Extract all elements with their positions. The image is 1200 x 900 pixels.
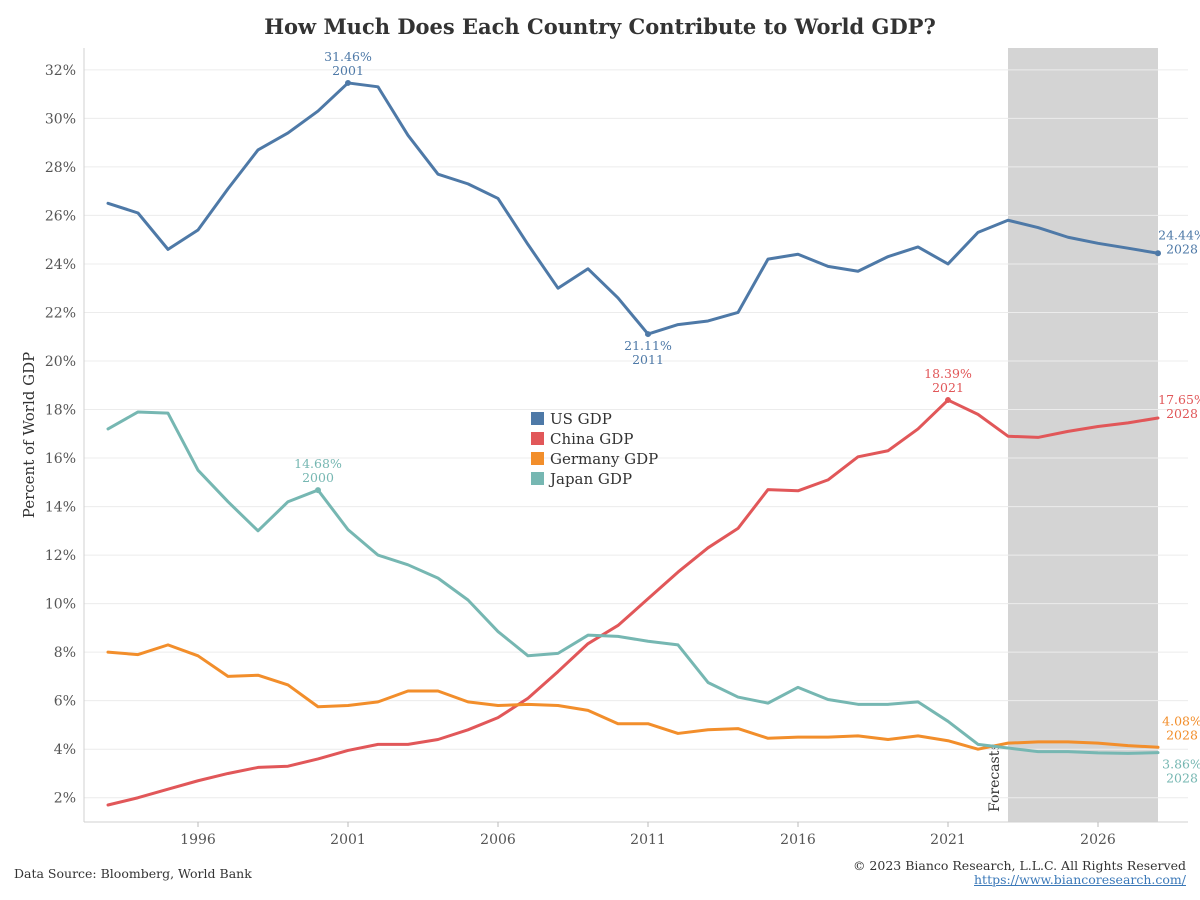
annotation-marker: [1155, 250, 1161, 257]
annotation-value-label: 31.46%: [324, 49, 372, 64]
annotation-year-label: 2011: [632, 352, 664, 367]
series-line-china-gdp: [106, 398, 1160, 807]
y-tick-label: 26%: [45, 208, 76, 224]
y-tick-label: 2%: [54, 791, 76, 807]
legend-swatch-germany-gdp: [531, 452, 544, 465]
annotation-year-label: 2028: [1166, 727, 1198, 742]
annotation-marker: [645, 331, 651, 338]
forecast-band: [1008, 48, 1158, 822]
y-tick-label: 32%: [45, 63, 76, 79]
y-tick-label: 10%: [45, 597, 76, 613]
y-tick-label: 22%: [45, 305, 76, 321]
legend-swatch-japan-gdp: [531, 472, 544, 485]
grid-layer: [84, 69, 1188, 799]
series-line-japan-gdp: [106, 410, 1160, 755]
x-tick-label: 2001: [330, 832, 366, 848]
annotation-year-label: 2001: [332, 63, 364, 78]
annotation-value-label: 21.11%: [624, 338, 672, 353]
data-source-note: Data Source: Bloomberg, World Bank: [14, 866, 252, 881]
annotation-year-label: 2028: [1166, 241, 1198, 256]
y-tick-label: 18%: [45, 403, 76, 419]
legend-swatch-us-gdp: [531, 412, 544, 425]
y-tick-label: 24%: [45, 257, 76, 273]
series-layer: [106, 81, 1160, 807]
legend-swatch-china-gdp: [531, 432, 544, 445]
annotation-value-label: 24.44%: [1158, 227, 1200, 242]
x-tick-label: 2021: [930, 832, 966, 848]
y-tick-label: 16%: [45, 451, 76, 467]
annotation-value-label: 17.65%: [1158, 392, 1200, 407]
y-tick-label: 8%: [54, 645, 76, 661]
y-tick-label: 30%: [45, 111, 76, 127]
y-tick-label: 12%: [45, 548, 76, 564]
x-tick-label: 1996: [180, 832, 216, 848]
x-tick-label: 2011: [630, 832, 666, 848]
website-link[interactable]: https://www.biancoresearch.com/: [974, 872, 1186, 887]
y-axis-label: Percent of World GDP: [20, 352, 38, 518]
annotation-layer: 31.46%200121.11%201124.44%202818.39%2021…: [294, 49, 1200, 786]
forecast-label: Forecasts: [987, 743, 1003, 812]
annotation-value-label: 18.39%: [924, 366, 972, 381]
legend-label-us-gdp: US GDP: [550, 410, 612, 428]
annotation-value-label: 3.86%: [1162, 757, 1200, 772]
y-tick-label: 14%: [45, 500, 76, 516]
legend: US GDP China GDP Germany GDP Japan GDP: [531, 410, 658, 488]
legend-label-germany-gdp: Germany GDP: [550, 450, 658, 468]
annotation-value-label: 14.68%: [294, 456, 342, 471]
series-line-us-gdp: [106, 81, 1160, 336]
y-tick-label: 4%: [54, 742, 76, 758]
x-tick-label: 2026: [1080, 832, 1116, 848]
y-tick-label: 6%: [54, 694, 76, 710]
annotation-marker: [315, 487, 321, 494]
legend-label-japan-gdp: Japan GDP: [548, 470, 632, 488]
forecast-layer: Forecasts: [987, 48, 1158, 822]
y-tick-label: 28%: [45, 160, 76, 176]
series-line-germany-gdp: [106, 643, 1160, 751]
annotation-year-label: 2021: [932, 380, 964, 395]
chart-title: How Much Does Each Country Contribute to…: [264, 14, 936, 39]
annotation-year-label: 2028: [1166, 771, 1198, 786]
annotation-marker: [345, 79, 351, 86]
annotation-marker: [945, 397, 951, 404]
legend-label-china-gdp: China GDP: [550, 430, 633, 448]
copyright-note: © 2023 Bianco Research, L.L.C. All Right…: [852, 858, 1186, 873]
annotation-year-label: 2000: [302, 470, 334, 485]
annotation-value-label: 4.08%: [1162, 713, 1200, 728]
annotation-year-label: 2028: [1166, 406, 1198, 421]
x-tick-label: 2016: [780, 832, 816, 848]
y-tick-label: 20%: [45, 354, 76, 370]
x-tick-label: 2006: [480, 832, 516, 848]
axis-layer: 2% 4% 6% 8% 10% 12% 14% 16% 18% 20% 22% 24% 26% 28% 30…: [20, 48, 1188, 848]
